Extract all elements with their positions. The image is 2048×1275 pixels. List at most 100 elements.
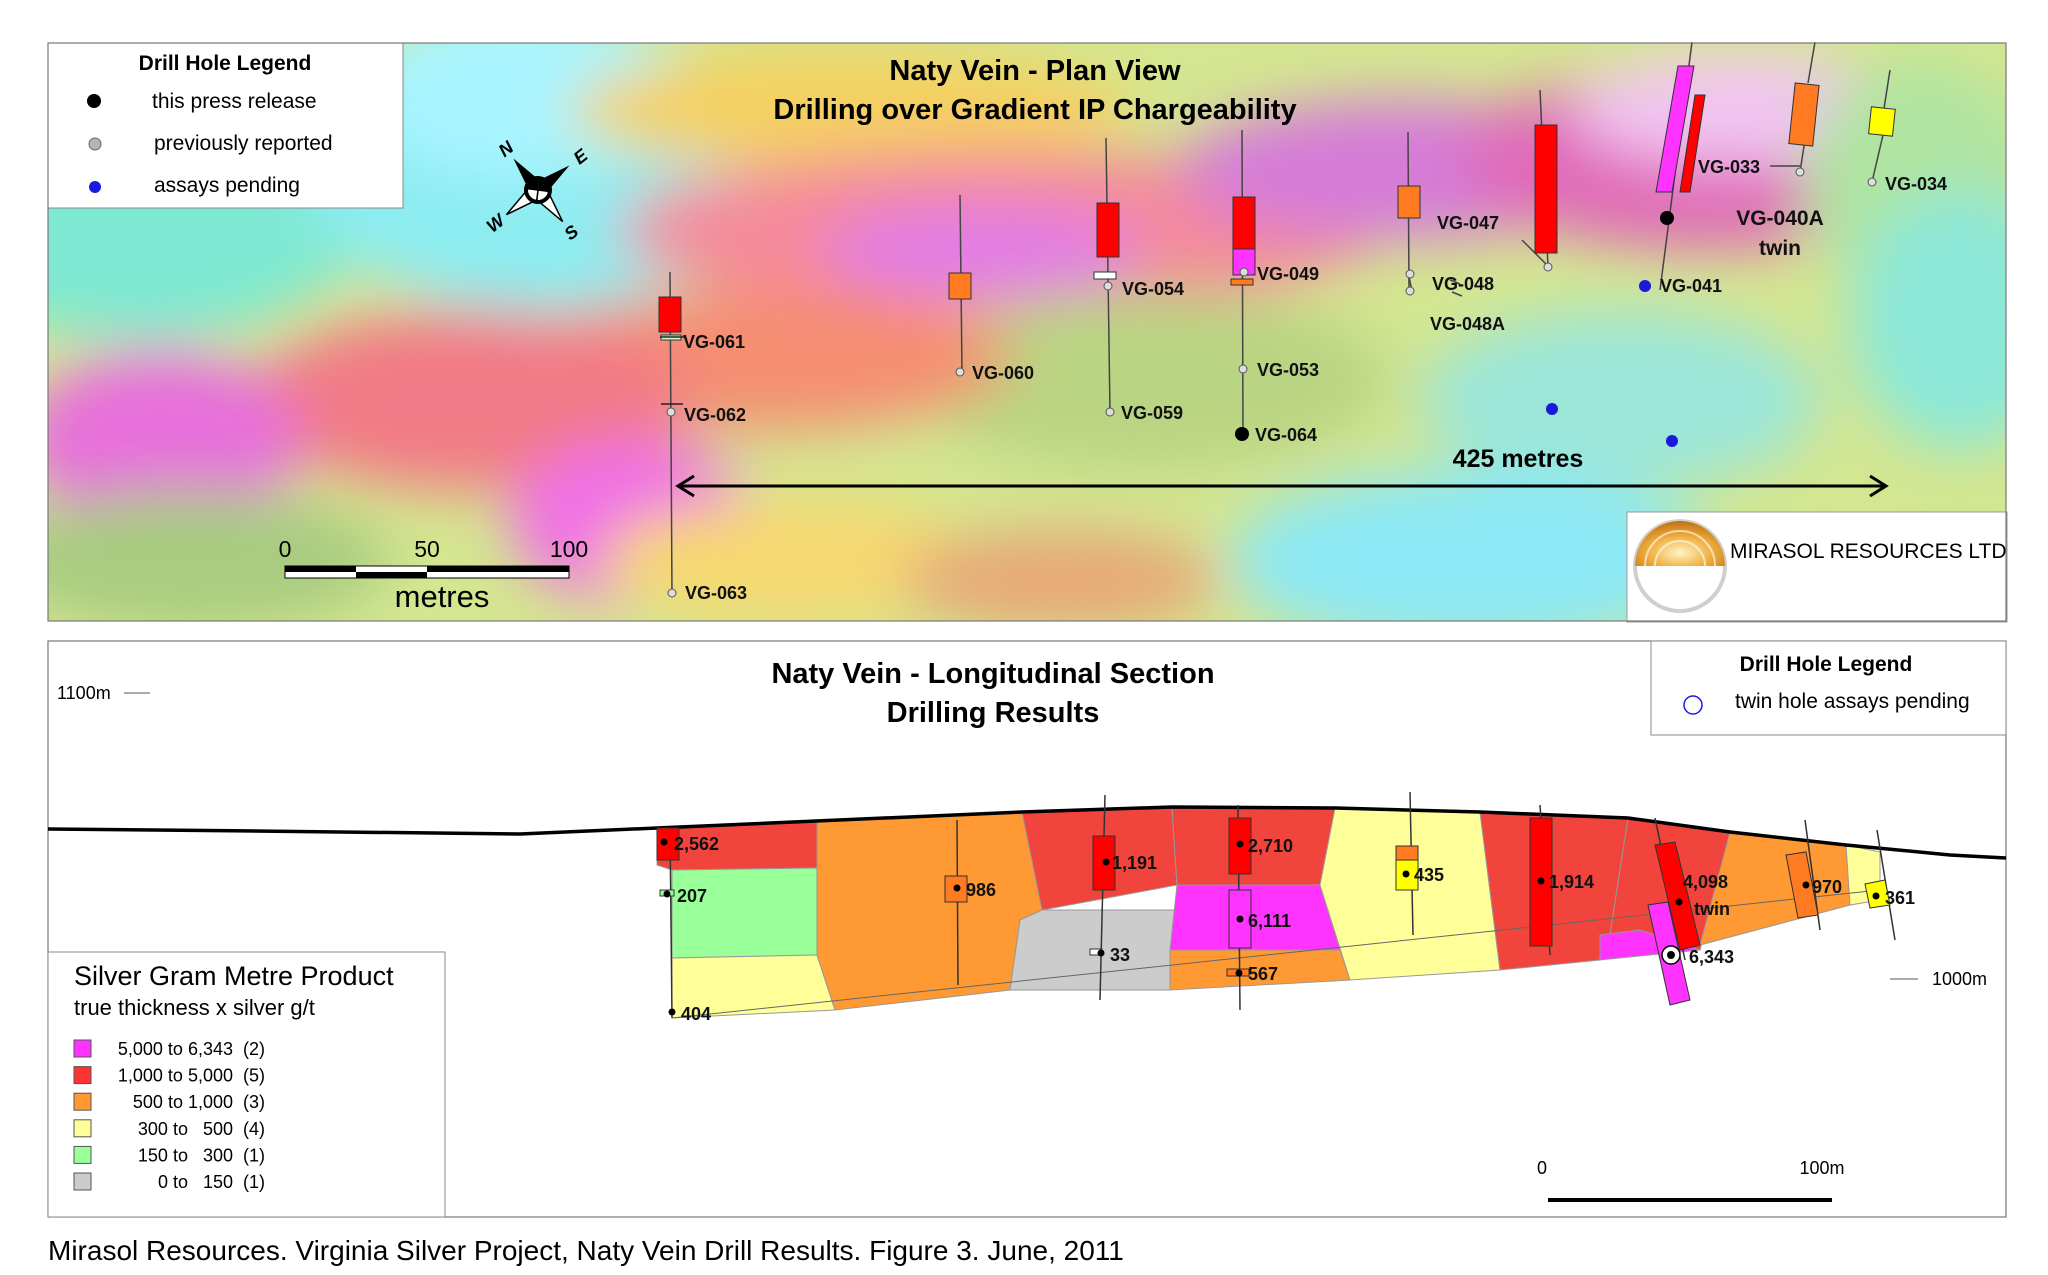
sec-intercept-4098	[1654, 841, 1701, 951]
zone-435	[1319, 807, 1501, 981]
value-404: 404	[681, 1004, 711, 1024]
grade-swatch	[73, 1119, 92, 1138]
label-vg054: VG-054	[1122, 279, 1184, 299]
ground-surface-line	[47, 805, 2007, 860]
elevation-1000: 1000m	[1932, 969, 1987, 989]
twin-pending-marker	[1683, 695, 1703, 715]
plan-scale-0: 0	[279, 536, 292, 562]
section-scale-100: 100m	[1799, 1158, 1844, 1178]
label-vg033: VG-033	[1698, 157, 1760, 177]
grade-swatch	[73, 1066, 92, 1085]
value-435: 435	[1414, 865, 1444, 885]
intercept-vg061	[658, 296, 682, 333]
label-vg040a: VG-040A	[1736, 207, 1824, 230]
section-title: Naty Vein - Longitudinal Section	[771, 658, 1214, 690]
grade-legend: Silver Gram Metre Product true thickness…	[47, 951, 446, 1218]
value-6343: 6,343	[1689, 947, 1734, 967]
legend-item-assays-pending: assays pending	[154, 174, 300, 197]
value-4098: 4,098	[1683, 872, 1728, 892]
plan-title: Naty Vein - Plan View	[889, 55, 1181, 87]
label-vg061: VG-061	[683, 332, 745, 352]
sec-intercept-435-top	[1395, 845, 1419, 861]
collar-vg062	[666, 407, 676, 417]
section-subtitle: Drilling Results	[887, 697, 1100, 729]
company-name: MIRASOL RESOURCES LTD	[1730, 540, 2007, 563]
collar-vg063	[667, 588, 677, 598]
elevation-1100: 1100m	[57, 683, 111, 703]
intercept-vg033	[1788, 82, 1820, 147]
company-logo: MIRASOL RESOURCES LTD	[1626, 511, 2008, 623]
plan-scale-50: 50	[414, 536, 440, 562]
section-points	[660, 838, 1880, 1016]
label-vg064: VG-064	[1255, 425, 1317, 445]
plan-collars	[666, 167, 1877, 598]
grade-legend-label: 0 to 150 (1)	[158, 1172, 265, 1192]
intercept-vg047	[1534, 124, 1558, 254]
pending-collar-b	[1666, 435, 1678, 447]
collar-vg060	[955, 367, 965, 377]
value-970: 970	[1812, 877, 1842, 897]
value-361: 361	[1885, 888, 1915, 908]
label-vg048a: VG-048A	[1430, 314, 1505, 334]
section-legend-title: Drill Hole Legend	[1740, 653, 1913, 676]
label-vg053: VG-053	[1257, 360, 1319, 380]
label-vg047: VG-047	[1437, 213, 1499, 233]
label-vg059: VG-059	[1121, 403, 1183, 423]
intercept-vg054	[1096, 202, 1120, 258]
label-vg060: VG-060	[972, 363, 1034, 383]
label-vg041: VG-041	[1660, 276, 1722, 296]
value-1191: 1,191	[1112, 853, 1157, 873]
intercept-vg041	[1679, 94, 1706, 193]
intercept-vg034	[1868, 106, 1896, 137]
value-1914: 1,914	[1549, 872, 1594, 892]
previously-reported-marker	[88, 137, 102, 151]
grade-legend-label: 500 to 1,000 (3)	[133, 1092, 265, 1112]
plan-view: Drill Hole Legend this press release pre…	[47, 41, 2008, 623]
collar-vg053	[1238, 364, 1248, 374]
collar-vg064	[1235, 427, 1249, 441]
pending-collar-a	[1546, 403, 1558, 415]
grade-legend-label: 1,000 to 5,000 (5)	[118, 1066, 265, 1086]
plan-subtitle: Drilling over Gradient IP Chargeability	[773, 94, 1296, 126]
collar-vg033	[1795, 167, 1805, 177]
value-33: 33	[1110, 945, 1130, 965]
section-legend: Drill Hole Legend twin hole assays pendi…	[1650, 640, 2007, 736]
intercept-vg054-low	[1093, 271, 1117, 280]
collar-vg034	[1867, 177, 1877, 187]
intercept-vg060	[948, 272, 972, 300]
value-207: 207	[677, 886, 707, 906]
intercept-vg040a	[1655, 65, 1695, 193]
section-scale-0: 0	[1537, 1158, 1547, 1178]
zone-986	[816, 811, 1043, 1011]
sec-intercept-970	[1785, 851, 1819, 919]
grade-swatch	[73, 1145, 92, 1164]
collar-vg059	[1105, 407, 1115, 417]
collar-vg041	[1639, 280, 1651, 292]
legend-item-previously-reported: previously reported	[154, 132, 333, 155]
value-2710: 2,710	[1248, 836, 1293, 856]
grade-legend-title: Silver Gram Metre Product	[74, 961, 394, 991]
intercept-vg053	[1230, 278, 1254, 286]
grade-swatch	[73, 1039, 92, 1058]
grade-legend-label: 300 to 500 (4)	[138, 1119, 265, 1139]
value-567: 567	[1248, 964, 1278, 984]
plan-scale-100: 100	[550, 536, 588, 562]
plan-hole-labels: VG-061 VG-062 VG-063 VG-060 VG-054 VG-05…	[683, 157, 1947, 603]
section-value-labels: 2,562 207 404 986 1,191 33 2,710 6,111 5…	[674, 834, 1915, 1024]
plan-legend: Drill Hole Legend this press release pre…	[47, 42, 404, 209]
label-vg062: VG-062	[684, 405, 746, 425]
section-legend-item: twin hole assays pending	[1735, 690, 1970, 713]
sec-intercept-2562	[656, 827, 680, 861]
value-6111: 6,111	[1248, 911, 1291, 931]
collar-vg048a	[1405, 286, 1415, 296]
plan-scale-bar: 0 50 100 metres	[279, 536, 589, 614]
value-2562: 2,562	[674, 834, 719, 854]
intercept-vg049	[1232, 196, 1256, 250]
distance-arrow	[675, 474, 1889, 498]
label-vg034: VG-034	[1885, 174, 1947, 194]
assays-pending-marker	[89, 181, 101, 193]
value-986: 986	[966, 880, 996, 900]
grade-legend-subtitle: true thickness x silver g/t	[74, 995, 315, 1020]
legend-item-press-release: this press release	[152, 90, 317, 113]
plan-scale-unit: metres	[395, 579, 490, 614]
